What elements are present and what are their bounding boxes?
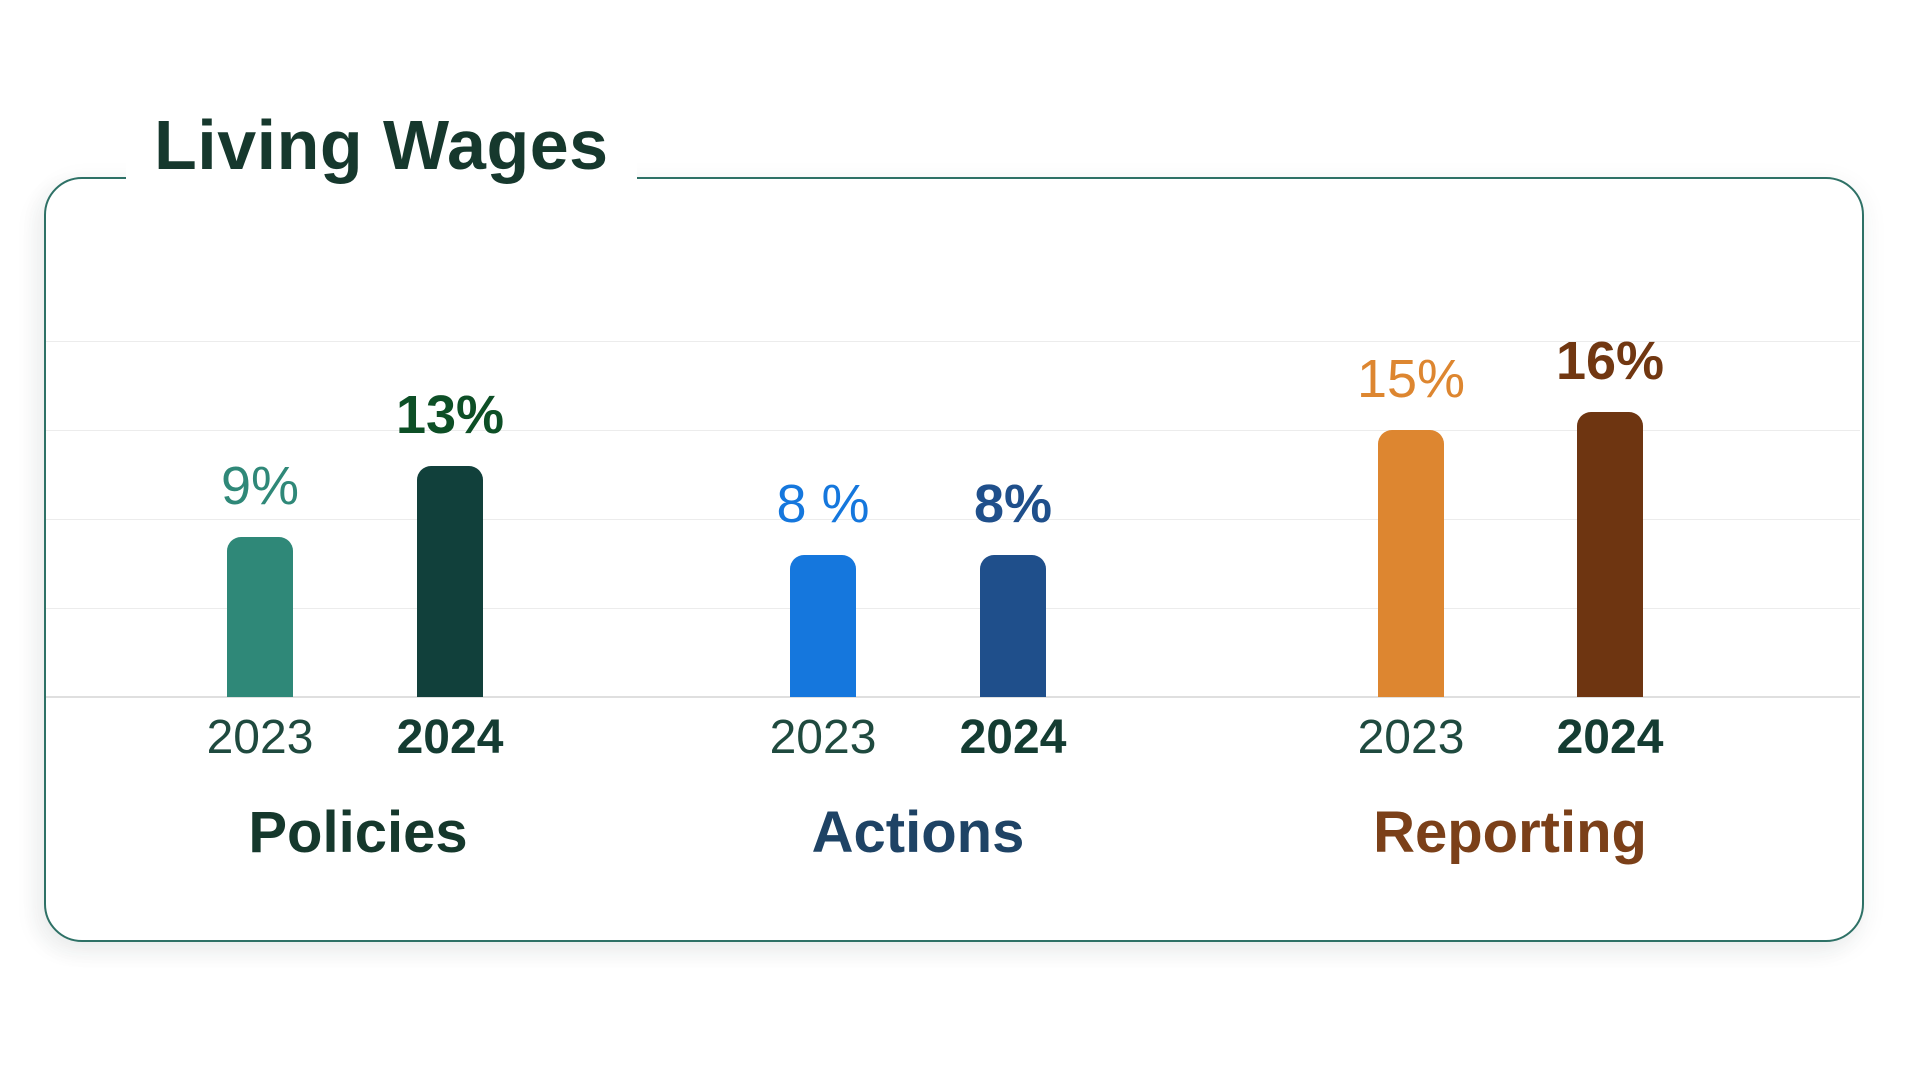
value-label-actions-2023: 8 % (776, 474, 870, 534)
gridline-5pct (46, 608, 1860, 609)
value-label-policies-2023: 9% (220, 456, 300, 516)
bar-actions-2024 (980, 555, 1046, 697)
bar-reporting-2024 (1577, 412, 1643, 697)
group-label-actions: Actions (811, 800, 1025, 865)
chart-card-border (44, 177, 1864, 942)
bar-policies-2023 (227, 537, 293, 697)
chart-title: Living Wages (126, 110, 637, 180)
year-label-reporting-2024: 2024 (1556, 711, 1664, 764)
value-label-actions-2024: 8% (973, 474, 1053, 534)
x-axis-baseline (46, 696, 1860, 698)
gridline-20pct (46, 341, 1860, 342)
year-label-reporting-2023: 2023 (1357, 711, 1465, 764)
value-label-reporting-2023: 15% (1356, 349, 1466, 409)
bar-actions-2023 (790, 555, 856, 697)
group-label-reporting: Reporting (1373, 800, 1647, 865)
year-label-policies-2023: 2023 (206, 711, 314, 764)
gridline-15pct (46, 430, 1860, 431)
year-label-actions-2024: 2024 (959, 711, 1067, 764)
bar-reporting-2023 (1378, 430, 1444, 697)
value-label-policies-2024: 13% (395, 385, 505, 445)
year-label-actions-2023: 2023 (769, 711, 877, 764)
year-label-policies-2024: 2024 (396, 711, 504, 764)
group-label-policies: Policies (248, 800, 468, 865)
value-label-reporting-2024: 16% (1555, 331, 1665, 391)
gridline-10pct (46, 519, 1860, 520)
bar-policies-2024 (417, 466, 483, 697)
